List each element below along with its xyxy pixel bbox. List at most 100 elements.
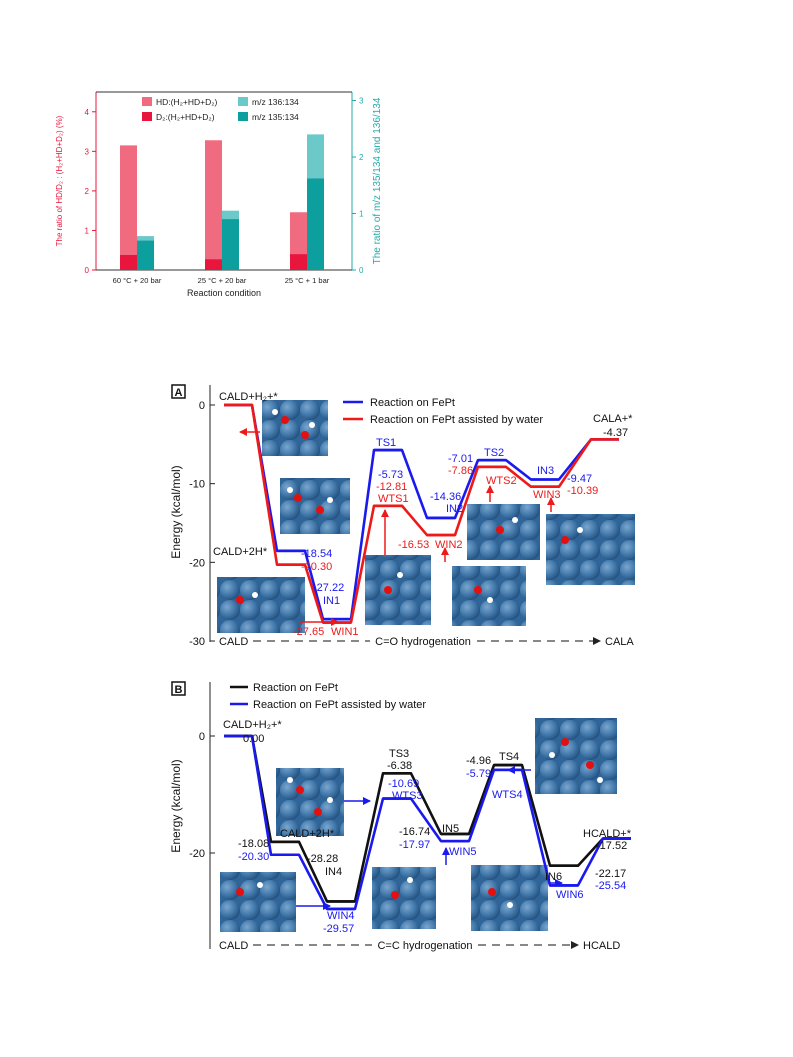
value-b-start: 0.00 <box>243 733 264 745</box>
panel-b-structures <box>220 718 617 932</box>
value-a-r-win2: -16.53 <box>398 539 429 551</box>
y-tick-label: 0 <box>199 400 205 412</box>
panel-b-letter: B <box>175 684 183 696</box>
value-a-b-in2: -14.36 <box>430 491 461 503</box>
right-ticks: 0 1 2 3 <box>352 96 364 275</box>
label-cald-2h: CALD+2H* <box>213 546 268 558</box>
label-in1: IN1 <box>323 595 340 607</box>
legend-label-hd: HD:(H₂+HD+D₂) <box>156 97 218 107</box>
label-wts3: WTS3 <box>392 790 423 802</box>
label-win6: WIN6 <box>556 889 584 901</box>
bar-hd <box>120 145 137 270</box>
panel-b-start-label: CALD <box>219 940 248 952</box>
label-ts3: TS3 <box>389 748 409 760</box>
label-ts2: TS2 <box>484 447 504 459</box>
value-b-b-win4: -29.57 <box>323 923 354 935</box>
value-a-r-win3: -10.39 <box>567 485 598 497</box>
x-axis-label: Reaction condition <box>187 288 261 298</box>
value-a-r-2h: -20.30 <box>301 561 332 573</box>
value-b-b-win6: -25.54 <box>595 880 626 892</box>
legend-label-m136: m/z 136:134 <box>252 97 299 107</box>
structure-image-b5 <box>535 718 617 794</box>
structure-image-a1 <box>262 400 328 456</box>
label-win4: WIN4 <box>327 910 355 922</box>
legend-swatch-m136 <box>238 97 248 106</box>
left-ticks: 0 1 2 3 4 <box>85 108 96 275</box>
panel-a-start-label: CALD <box>219 636 248 648</box>
x-tick-label: 25 °C + 1 bar <box>285 276 330 285</box>
value-b-k-in4: -28.28 <box>307 853 338 865</box>
panel-b-legend-fept: Reaction on FePt <box>253 682 338 694</box>
label-b-cald-2h: CALD+2H* <box>280 828 335 840</box>
label-win1: WIN1 <box>331 626 359 638</box>
x-tick-label: 25 °C + 20 bar <box>198 276 247 285</box>
panel-a-legend-water: Reaction on FePt assisted by water <box>370 414 543 426</box>
value-b-k-2h: -18.08 <box>238 838 269 850</box>
label-b-cald-h2: CALD+H₂+* <box>223 719 282 731</box>
panel-a: A 0 -10 -20 -30 Energy (kcal/mol) <box>169 384 635 648</box>
panel-b-y-ticks: 0 -20 <box>189 731 215 860</box>
bar-hd <box>205 140 222 270</box>
panel-b-mid-label: C=C hydrogenation <box>377 940 472 952</box>
panel-b-box <box>171 681 186 696</box>
bar-m135 <box>137 240 154 270</box>
right-tick-label: 3 <box>359 96 364 105</box>
value-a-b-2h: -18.54 <box>301 548 332 560</box>
y-tick-label: -20 <box>189 557 205 569</box>
label-ts1: TS1 <box>376 437 396 449</box>
structure-image-a2 <box>280 478 350 534</box>
bar-m135 <box>307 178 324 270</box>
label-wts1: WTS1 <box>378 493 409 505</box>
legend-swatch-d2 <box>142 112 152 121</box>
bar-chart: 0 1 2 3 4 0 1 2 3 60 °C + 20 bar 25 °C + 20 bar 2… <box>55 91 383 298</box>
value-b-b-wts4: -5.79 <box>466 768 491 780</box>
value-b-k-ts3: -6.38 <box>387 760 412 772</box>
value-b-k-in5: -16.74 <box>399 826 430 838</box>
panel-a-end-label: CALA <box>605 636 634 648</box>
panel-a-y-ticks: 0 -10 -20 -30 <box>189 400 215 648</box>
right-axis-label: The ratio of m/z 135/134 and 136/134 <box>372 97 383 264</box>
panel-b-series-water <box>224 734 631 911</box>
panel-b-legend-water: Reaction on FePt assisted by water <box>253 699 426 711</box>
right-tick-label: 0 <box>359 266 364 275</box>
panel-a-legend-fept: Reaction on FePt <box>370 397 455 409</box>
value-a-r-win1: -27.65 <box>293 626 324 638</box>
left-tick-label: 0 <box>85 266 90 275</box>
x-tick-labels: 60 °C + 20 bar 25 °C + 20 bar 25 °C + 1 ba… <box>113 276 330 285</box>
structure-image-b3 <box>372 867 436 929</box>
value-b-b-2h: -20.30 <box>238 851 269 863</box>
panel-b-y-label: Energy (kcal/mol) <box>169 759 183 852</box>
value-b-b-win5: -17.97 <box>399 839 430 851</box>
label-in2: IN2 <box>446 503 463 515</box>
x-tick-label: 60 °C + 20 bar <box>113 276 162 285</box>
right-tick-label: 2 <box>359 153 364 162</box>
value-a-r-wts1: -12.81 <box>376 481 407 493</box>
value-a-r-wts2: -7.86 <box>448 465 473 477</box>
bar-d2 <box>120 254 137 270</box>
bar-d2 <box>205 259 222 270</box>
label-in5: IN5 <box>442 823 459 835</box>
label-win5: WIN5 <box>449 846 477 858</box>
label-win2: WIN2 <box>435 539 463 551</box>
panel-a-series-water <box>224 403 619 624</box>
structure-image-b1 <box>276 768 344 836</box>
panel-a-letter: A <box>175 387 183 399</box>
left-tick-label: 4 <box>85 108 90 117</box>
structure-image-b4 <box>471 865 548 931</box>
left-axis-label: The ratio of HD/D₂ : (H₂+HD+D₂) (%) <box>55 115 64 246</box>
value-a-b-ts1: -5.73 <box>378 469 403 481</box>
value-a-end: -4.37 <box>603 427 628 439</box>
panel-a-y-label: Energy (kcal/mol) <box>169 465 183 558</box>
label-cala: CALA+* <box>593 413 633 425</box>
value-b-b-wts3: -10.69 <box>388 778 419 790</box>
value-a-b-ts2: -7.01 <box>448 453 473 465</box>
structure-image-a4 <box>365 555 431 625</box>
value-a-b-in3: -9.47 <box>567 473 592 485</box>
value-b-k-ts4: -4.96 <box>466 755 491 767</box>
y-tick-label: -30 <box>189 636 205 648</box>
panel-a-structures <box>217 400 635 633</box>
structure-image-b2 <box>220 872 296 932</box>
label-in6: IN6 <box>545 871 562 883</box>
bar-marks <box>120 134 324 270</box>
legend-swatch-m135 <box>238 112 248 121</box>
